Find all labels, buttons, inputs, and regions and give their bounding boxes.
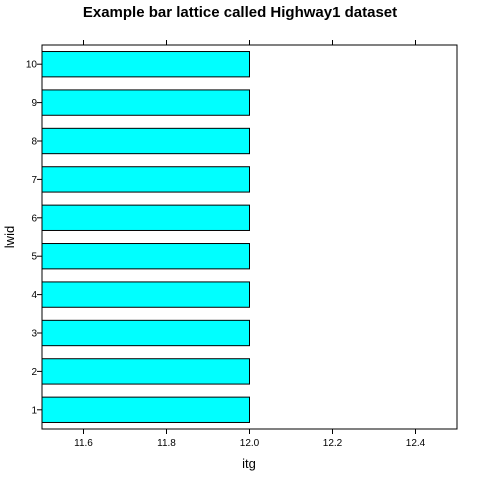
bar-6: [42, 205, 250, 230]
y-axis-ticks: 1 2 3 4 5 6 7 8 9 10: [26, 60, 42, 417]
y-tick-label: 10: [26, 60, 38, 71]
bar-10: [42, 52, 250, 77]
bar-5: [42, 244, 250, 269]
y-tick-label: 8: [31, 137, 37, 148]
bar-8: [42, 128, 250, 153]
bar-2: [42, 359, 250, 384]
y-tick-label: 6: [31, 213, 37, 224]
y-tick-label: 2: [31, 367, 37, 378]
y-tick-label: 7: [31, 175, 37, 186]
y-axis-label: lwid: [2, 226, 17, 248]
y-tick-label: 9: [31, 98, 37, 109]
x-tick-label: 11.6: [74, 438, 93, 449]
y-tick-label: 3: [31, 329, 37, 340]
bar-4: [42, 282, 250, 307]
x-tick-label: 12.0: [240, 438, 260, 449]
x-tick-label: 12.4: [406, 438, 426, 449]
x-tick-label: 11.8: [157, 438, 176, 449]
bar-3: [42, 320, 250, 345]
y-tick-label: 1: [31, 405, 37, 416]
y-tick-label: 5: [31, 252, 37, 263]
bar-9: [42, 90, 250, 115]
x-axis-label: itg: [242, 456, 256, 471]
bar-group: [42, 52, 250, 423]
bar-1: [42, 397, 250, 422]
y-tick-label: 4: [31, 290, 37, 301]
chart-title: Example bar lattice called Highway1 data…: [83, 4, 397, 21]
x-tick-label: 12.2: [323, 438, 343, 449]
bar-7: [42, 167, 250, 192]
